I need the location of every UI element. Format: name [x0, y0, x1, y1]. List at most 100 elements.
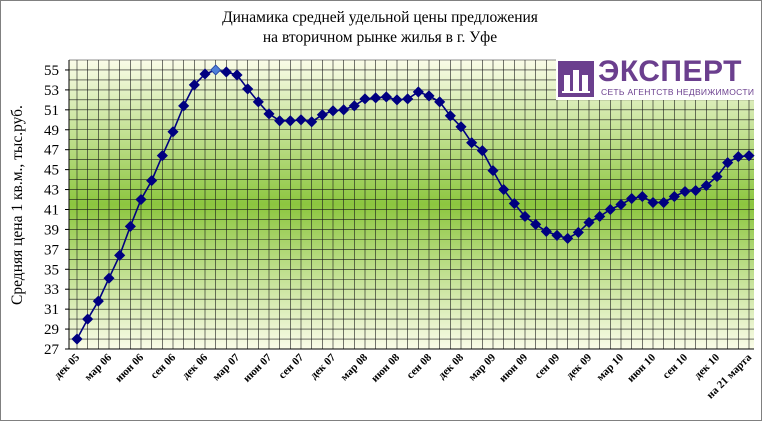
data-point — [103, 272, 115, 284]
x-tick-label: мар 06 — [82, 351, 114, 383]
logo-emblem-icon — [562, 70, 590, 93]
chart-title-line-1: Динамика средней удельной цены предложен… — [222, 9, 538, 26]
data-point — [71, 333, 83, 345]
x-tick-label: мар 10 — [594, 351, 626, 383]
data-point — [668, 190, 680, 203]
y-tick-label: 51 — [44, 103, 59, 119]
data-point — [412, 86, 424, 98]
chart-title: Динамика средней удельной цены предложен… — [120, 8, 640, 48]
data-point — [391, 94, 403, 106]
x-tick-label: июн 06 — [113, 351, 146, 384]
series-line — [76, 69, 750, 340]
y-tick-label: 41 — [44, 202, 59, 218]
data-point — [540, 225, 552, 237]
data-point — [359, 93, 371, 105]
data-point — [402, 93, 414, 105]
data-point — [295, 114, 307, 126]
data-point — [124, 220, 136, 232]
x-tick-label: июн 07 — [241, 351, 274, 384]
data-point — [252, 96, 264, 108]
x-tick-label: сен 09 — [532, 351, 562, 381]
data-point — [92, 295, 104, 307]
series-price — [71, 64, 755, 345]
data-point — [199, 68, 211, 80]
data-point — [380, 91, 392, 103]
data-point — [370, 92, 382, 104]
data-point — [434, 96, 446, 108]
data-point — [263, 108, 275, 120]
data-point — [476, 145, 488, 157]
data-point — [274, 115, 286, 127]
data-point — [242, 83, 254, 95]
data-point — [530, 218, 542, 230]
data-point — [423, 90, 435, 102]
x-tick-label: сен 07 — [276, 351, 306, 381]
data-point — [327, 105, 339, 117]
x-tick-label: дек 06 — [180, 351, 210, 381]
data-point — [156, 150, 168, 162]
data-point — [690, 184, 702, 197]
x-tick-label: мар 08 — [338, 351, 370, 383]
data-point — [220, 66, 232, 78]
x-tick-label: дек 08 — [436, 351, 466, 381]
data-point — [316, 109, 328, 121]
data-point — [348, 100, 360, 112]
x-tick-label: мар 07 — [210, 351, 242, 383]
data-point — [594, 210, 606, 223]
data-point — [178, 100, 190, 112]
chart-title-line-2: на вторичном рынке жилья в г. Уфе — [262, 29, 498, 46]
data-point-peak — [210, 64, 222, 76]
expert-logo: ЭКСПЕРТ СЕТЬ АГЕНТСТВ НЕДВИЖИМОСТИ — [556, 55, 755, 100]
data-point — [615, 198, 627, 211]
data-point — [583, 216, 595, 229]
y-tick-label: 31 — [44, 302, 59, 318]
y-tick-label: 33 — [44, 282, 59, 298]
x-tick-label: дек 09 — [564, 351, 594, 381]
y-tick-label: 37 — [44, 242, 60, 258]
y-tick-label: 47 — [44, 143, 60, 159]
y-tick-label: 29 — [44, 322, 59, 338]
data-point — [636, 190, 648, 203]
data-point — [626, 192, 638, 205]
data-point — [444, 110, 456, 122]
data-point — [679, 185, 691, 198]
data-point — [551, 229, 563, 241]
data-point — [732, 151, 744, 163]
x-tick-label: июн 09 — [497, 351, 530, 384]
x-tick-label: июн 08 — [369, 351, 402, 384]
x-tick-label: сен 10 — [660, 351, 690, 381]
data-point — [338, 104, 350, 116]
y-tick-label: 55 — [44, 63, 59, 79]
x-tick-label: мар 09 — [466, 351, 498, 383]
x-tick-label: сен 06 — [148, 351, 178, 381]
y-tick-label: 45 — [44, 163, 59, 179]
data-point — [572, 226, 584, 238]
data-point — [114, 249, 126, 261]
y-tick-label: 53 — [44, 83, 59, 99]
y-tick-labels: 27 29 31 33 35 37 39 41 43 45 47 49 51 53 55 — [44, 63, 60, 358]
x-tick-label: дек 07 — [308, 351, 338, 381]
data-point — [188, 79, 200, 91]
data-point — [284, 115, 296, 127]
data-point — [167, 126, 179, 138]
data-point — [455, 121, 467, 133]
x-tick-label: июн 10 — [625, 351, 658, 384]
y-tick-label: 35 — [44, 262, 59, 278]
data-point — [647, 196, 659, 209]
y-tick-label: 43 — [44, 183, 59, 199]
data-point — [722, 157, 734, 169]
data-point — [135, 193, 147, 206]
logo-subtitle: СЕТЬ АГЕНТСТВ НЕДВИЖИМОСТИ — [601, 87, 755, 97]
data-point — [487, 165, 499, 177]
data-point — [711, 171, 723, 183]
data-point — [743, 150, 755, 162]
data-point — [519, 210, 531, 223]
data-point — [231, 69, 243, 81]
data-point — [658, 196, 670, 209]
data-point — [498, 183, 510, 196]
data-point — [306, 116, 318, 128]
y-tick-label: 39 — [44, 222, 59, 238]
data-point — [508, 197, 520, 210]
